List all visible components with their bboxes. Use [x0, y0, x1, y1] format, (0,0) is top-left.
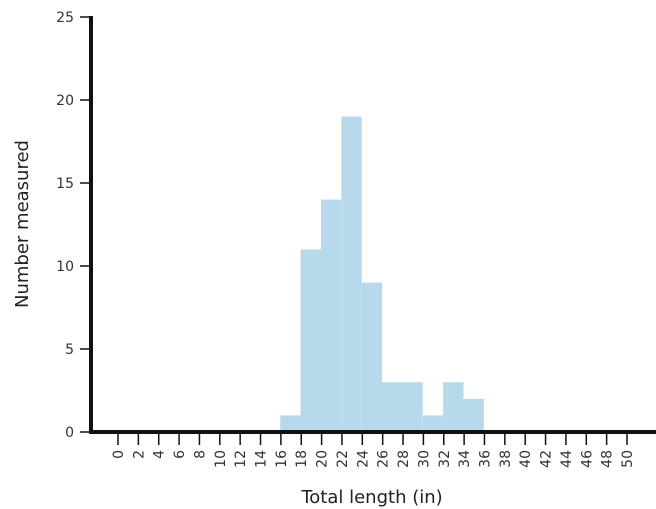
histogram-bar-28-30 — [382, 382, 403, 432]
y-axis-ticks: 0 5 10 15 20 25 — [56, 10, 91, 441]
y-tick-label: 20 — [56, 93, 74, 109]
x-axis-ticks: 0 2 4 6 8 10 12 14 16 18 20 22 24 26 28 30 32 34 36 38 40 42 4… — [111, 432, 636, 468]
histogram-bar-32-34 — [422, 415, 444, 432]
y-axis-title: Number measured — [12, 140, 33, 308]
histogram-bar-22-24 — [320, 199, 342, 432]
x-tick-label: 36 — [477, 450, 493, 468]
x-tick-label: 2 — [131, 450, 147, 459]
x-tick-label: 48 — [600, 450, 616, 468]
y-tick-label: 0 — [65, 425, 74, 441]
x-tick-label: 24 — [355, 450, 371, 468]
x-tick-label: 46 — [579, 450, 595, 468]
y-tick-label: 10 — [56, 259, 74, 275]
x-tick-label: 26 — [376, 450, 392, 468]
x-tick-label: 38 — [498, 450, 514, 468]
x-tick-label: 34 — [457, 450, 473, 468]
x-tick-label: 16 — [274, 450, 290, 468]
x-axis-title: Total length (in) — [300, 487, 442, 508]
y-tick-label: 25 — [56, 10, 74, 26]
histogram-bar-26-28 — [361, 282, 383, 432]
histogram-bar-18-20 — [280, 415, 301, 432]
histogram-bar-24-26 — [341, 116, 362, 432]
histogram-bar-34-36 — [443, 382, 464, 432]
x-tick-label: 22 — [335, 450, 351, 468]
x-tick-label: 18 — [294, 450, 310, 468]
x-tick-label: 28 — [396, 450, 412, 468]
y-tick-label: 15 — [56, 176, 74, 192]
histogram-bar-36-38 — [463, 398, 484, 432]
x-tick-label: 10 — [213, 450, 229, 468]
x-tick-label: 4 — [152, 450, 168, 459]
x-tick-label: 12 — [233, 450, 249, 468]
x-tick-label: 50 — [620, 450, 636, 468]
x-tick-label: 30 — [416, 450, 432, 468]
histogram-bar-30-32 — [402, 382, 423, 432]
x-tick-label: 44 — [559, 450, 575, 468]
y-tick-label: 5 — [65, 342, 74, 358]
x-tick-label: 42 — [539, 450, 555, 468]
bars-group — [280, 116, 484, 432]
x-tick-label: 14 — [254, 450, 270, 468]
x-tick-label: 32 — [437, 450, 453, 468]
x-tick-label: 20 — [315, 450, 331, 468]
x-tick-label: 40 — [518, 450, 534, 468]
x-tick-label: 8 — [192, 450, 208, 459]
histogram-bar-20-22 — [300, 249, 321, 432]
x-tick-label: 0 — [111, 450, 127, 459]
x-tick-label: 6 — [172, 450, 188, 459]
